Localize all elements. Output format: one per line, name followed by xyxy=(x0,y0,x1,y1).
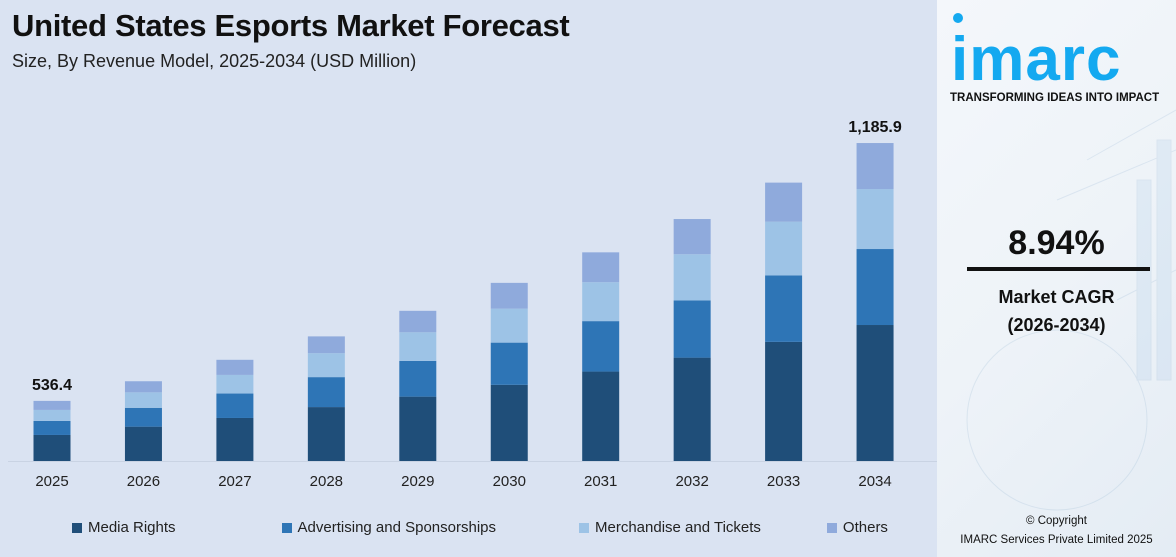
bar-segment-others-2025 xyxy=(33,400,71,410)
background-chart-graphic xyxy=(966,109,1176,511)
bar-segment-advertising-and-sponsorships-2030 xyxy=(490,342,528,385)
tagline: TRANSFORMING IDEAS INTO IMPACT xyxy=(950,92,1160,104)
bar-segment-media-rights-2027 xyxy=(216,417,254,461)
bar-segment-media-rights-2031 xyxy=(582,371,620,461)
x-tick-label: 2028 xyxy=(310,473,343,490)
bar-segment-advertising-and-sponsorships-2025 xyxy=(33,420,71,435)
data-label-2025: 536.4 xyxy=(32,377,72,394)
bar-segment-merchandise-and-tickets-2034 xyxy=(856,189,894,250)
bar-segment-advertising-and-sponsorships-2027 xyxy=(216,393,254,418)
cagr-value: 8.94% xyxy=(1008,224,1105,262)
legend-label: Merchandise and Tickets xyxy=(595,519,761,536)
legend-swatch xyxy=(72,523,82,533)
side-panel: imarc TRANSFORMING IDEAS INTO IMPACT 8.9… xyxy=(937,0,1176,557)
x-tick-label: 2027 xyxy=(218,473,251,490)
bar-segment-media-rights-2030 xyxy=(490,384,528,461)
legend-label: Advertising and Sponsorships xyxy=(297,519,496,536)
bar-segment-advertising-and-sponsorships-2034 xyxy=(856,249,894,326)
bar-segment-merchandise-and-tickets-2032 xyxy=(673,254,711,301)
bar-segment-merchandise-and-tickets-2031 xyxy=(582,282,620,322)
bar-segment-merchandise-and-tickets-2027 xyxy=(216,374,254,394)
x-tick-label: 2029 xyxy=(401,473,434,490)
bar-segment-others-2033 xyxy=(765,182,803,222)
x-tick-label: 2033 xyxy=(767,473,800,490)
legend-swatch xyxy=(281,523,292,533)
copyright: © Copyright xyxy=(1026,515,1087,527)
x-tick-label: 2026 xyxy=(127,473,160,490)
x-tick-label: 2025 xyxy=(35,473,68,490)
logo-dot xyxy=(953,13,963,23)
imarc-logo: imarc xyxy=(949,8,1174,86)
bar-segment-media-rights-2029 xyxy=(399,396,437,461)
cagr-label: Market CAGR xyxy=(998,287,1115,307)
stacked-bar-chart: 2025 536.4 2026 2027 2028 2029 2030 2031 2032 203… xyxy=(8,119,937,490)
bar-segment-media-rights-2033 xyxy=(765,341,803,461)
chart-title: United States Esports Market Forecast xyxy=(12,8,570,43)
bar-segment-media-rights-2025 xyxy=(33,434,71,461)
legend-item: Merchandise and Tickets xyxy=(579,519,761,537)
bar-segment-merchandise-and-tickets-2025 xyxy=(33,409,71,421)
bar-segment-others-2030 xyxy=(490,282,528,309)
bar-segment-media-rights-2034 xyxy=(856,325,894,461)
bar-segment-others-2032 xyxy=(673,219,711,255)
legend-item: Advertising and Sponsorships xyxy=(281,519,496,537)
legend-label: Others xyxy=(842,519,888,536)
bar-segment-others-2028 xyxy=(307,336,345,354)
bar-segment-others-2029 xyxy=(399,310,437,333)
cagr-period: (2026-2034) xyxy=(1007,315,1106,335)
data-label-2034: 1,185.9 xyxy=(848,119,901,136)
bar-segment-others-2026 xyxy=(124,381,162,393)
bar-segment-advertising-and-sponsorships-2028 xyxy=(307,377,345,408)
x-tick-label: 2034 xyxy=(858,473,891,490)
bar-segment-merchandise-and-tickets-2028 xyxy=(307,353,345,378)
x-tick-label: 2032 xyxy=(675,473,708,490)
legend-swatch xyxy=(579,523,589,533)
chart-subtitle: Size, By Revenue Model, 2025-2034 (USD M… xyxy=(12,51,417,71)
bar-segment-advertising-and-sponsorships-2032 xyxy=(673,300,711,358)
bar-segment-merchandise-and-tickets-2026 xyxy=(124,392,162,408)
bar-segment-advertising-and-sponsorships-2033 xyxy=(765,275,803,342)
bar-segment-advertising-and-sponsorships-2029 xyxy=(399,360,437,397)
divider xyxy=(967,267,1150,271)
x-tick-label: 2030 xyxy=(493,473,526,490)
legend-label: Media Rights xyxy=(88,519,176,536)
bar-segment-media-rights-2026 xyxy=(124,426,162,461)
legend-item: Others xyxy=(826,519,888,537)
bar-segment-others-2027 xyxy=(216,359,254,375)
company-name: IMARC Services Private Limited 2025 xyxy=(960,534,1153,546)
bar-segment-merchandise-and-tickets-2033 xyxy=(765,221,803,276)
bar-segment-advertising-and-sponsorships-2031 xyxy=(582,321,620,372)
bar-segment-media-rights-2032 xyxy=(673,357,711,461)
chart-panel: United States Esports Market Forecast Si… xyxy=(8,8,937,537)
x-tick-label: 2031 xyxy=(584,473,617,490)
legend-swatch xyxy=(826,523,837,533)
bar-segment-others-2031 xyxy=(582,252,620,283)
chart-legend: Media Rights Advertising and Sponsorships… xyxy=(72,519,888,537)
logo-text: imarc xyxy=(951,25,1121,86)
bar-segment-media-rights-2028 xyxy=(307,407,345,461)
legend-item: Media Rights xyxy=(72,519,176,537)
bar-segment-others-2034 xyxy=(856,143,894,190)
bar-segment-merchandise-and-tickets-2030 xyxy=(490,308,528,343)
bar-segment-advertising-and-sponsorships-2026 xyxy=(124,407,162,427)
bar-segment-merchandise-and-tickets-2029 xyxy=(399,332,437,361)
